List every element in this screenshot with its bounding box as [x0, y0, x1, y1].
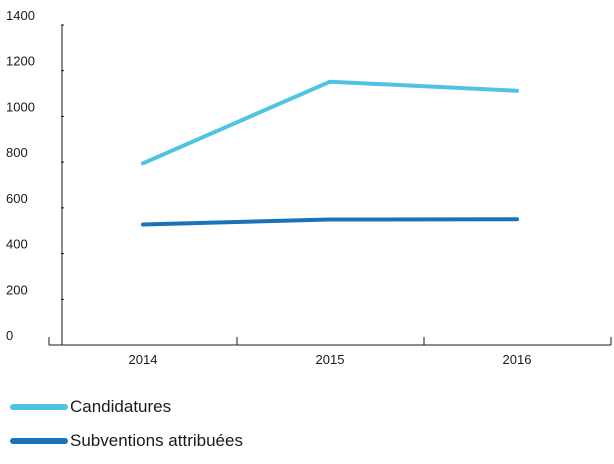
x-tick-label: 2015: [316, 352, 345, 367]
y-tick-label: 1000: [6, 99, 35, 114]
series-line-candidatures: [143, 82, 517, 164]
y-tick-label: 1400: [6, 8, 35, 23]
legend-label-candidatures: Candidatures: [70, 397, 171, 417]
series-lines: [143, 82, 517, 225]
y-tick-label: 800: [6, 145, 28, 160]
x-tick-label: 2014: [129, 352, 158, 367]
y-axis: 0 200 400 600 800 1000 1200 1400: [6, 8, 64, 345]
series-line-subventions: [143, 219, 517, 224]
y-tick-label: 200: [6, 282, 28, 297]
y-tick-label: 0: [6, 328, 13, 343]
legend-label-subventions: Subventions attribuées: [70, 431, 243, 451]
line-chart: 0 200 400 600 800 1000 1200 1400 2014 2015 2016: [0, 0, 614, 380]
x-tick-label: 2016: [503, 352, 532, 367]
legend-swatch-candidatures: [10, 404, 68, 410]
x-axis: 2014 2015 2016: [49, 337, 611, 367]
legend-swatch-subventions: [10, 438, 68, 444]
legend-item-candidatures: Candidatures: [10, 396, 243, 418]
y-tick-label: 600: [6, 191, 28, 206]
legend: Candidatures Subventions attribuées: [10, 396, 243, 464]
legend-item-subventions: Subventions attribuées: [10, 430, 243, 452]
y-tick-label: 1200: [6, 54, 35, 69]
y-tick-label: 400: [6, 237, 28, 252]
